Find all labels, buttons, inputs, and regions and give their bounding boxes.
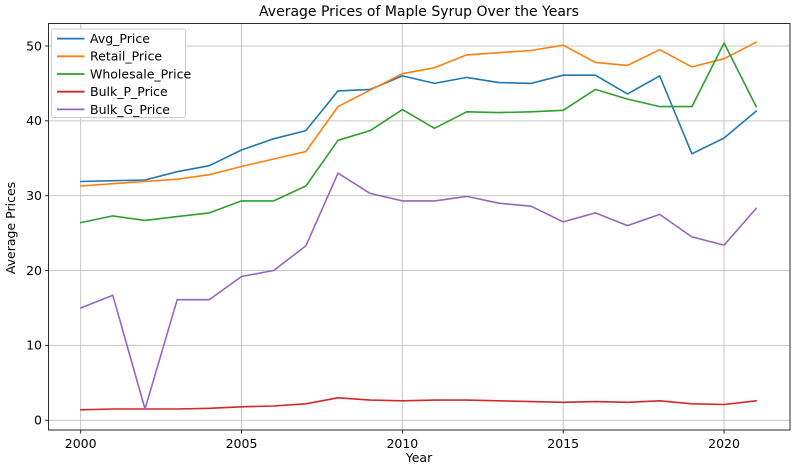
x-tick-label: 2010 xyxy=(386,436,418,451)
x-tick-label: 2015 xyxy=(547,436,579,451)
y-tick-label: 30 xyxy=(26,188,42,203)
y-tick-label: 50 xyxy=(26,38,42,53)
y-tick-label: 10 xyxy=(26,338,42,353)
y-axis-label: Average Prices xyxy=(3,182,18,274)
y-tick-label: 40 xyxy=(26,113,42,128)
series-line-Bulk_P_Price xyxy=(79,396,758,411)
series-line-Wholesale_Price xyxy=(79,42,758,224)
x-axis-label: Year xyxy=(405,450,433,465)
legend-label-Avg_Price: Avg_Price xyxy=(90,31,150,46)
legend-label-Bulk_P_Price: Bulk_P_Price xyxy=(90,84,168,99)
legend-label-Retail_Price: Retail_Price xyxy=(90,49,162,64)
series-line-Retail_Price xyxy=(79,41,758,187)
legend-label-Wholesale_Price: Wholesale_Price xyxy=(90,66,191,81)
x-tick-label: 2000 xyxy=(65,436,97,451)
x-tick-label: 2020 xyxy=(708,436,740,451)
legend-box xyxy=(51,28,186,118)
y-tick-label: 0 xyxy=(34,413,42,428)
series-line-Bulk_G_Price xyxy=(79,172,758,410)
plot-border xyxy=(48,23,791,431)
chart-title: Average Prices of Maple Syrup Over the Y… xyxy=(259,4,579,20)
y-tick-label: 20 xyxy=(26,263,42,278)
x-tick-label: 2005 xyxy=(226,436,258,451)
series-line-Avg_Price xyxy=(79,74,758,183)
legend-label-Bulk_G_Price: Bulk_G_Price xyxy=(90,102,170,117)
